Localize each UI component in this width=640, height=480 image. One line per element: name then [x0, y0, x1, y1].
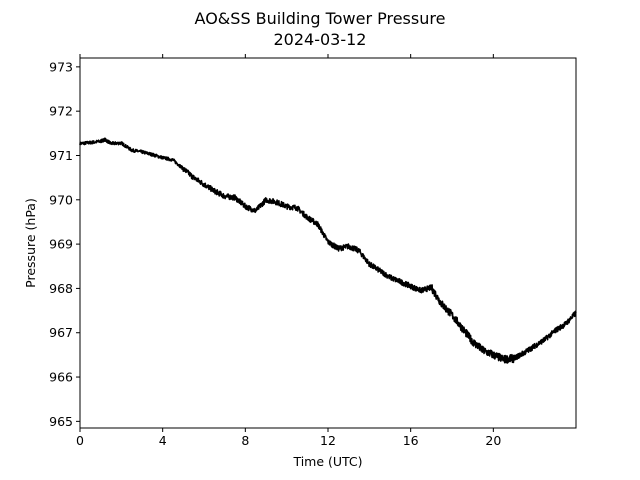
x-tick-label: 12 — [320, 433, 336, 448]
plot-frame — [79, 57, 577, 429]
y-tick-label: 965 — [49, 414, 73, 429]
x-tick-label: 20 — [485, 433, 501, 448]
y-tick-label: 972 — [49, 104, 73, 119]
chart-subtitle: 2024-03-12 — [274, 30, 367, 49]
y-tick-label: 968 — [49, 281, 73, 296]
y-tick-label: 973 — [49, 59, 73, 74]
x-axis-label: Time (UTC) — [292, 454, 362, 469]
x-tick-label: 4 — [159, 433, 167, 448]
y-axis-label: Pressure (hPa) — [23, 198, 38, 288]
x-tick-label: 8 — [241, 433, 249, 448]
axis-tick-labels: 0 4 8 12 16 20 965 966 967 968 969 970 971 972 973 — [49, 59, 501, 448]
pressure-series-line — [79, 137, 577, 364]
y-tick-label: 969 — [49, 237, 73, 252]
y-tick-label: 967 — [49, 325, 73, 340]
y-tick-label: 966 — [49, 370, 73, 385]
y-tick-label: 971 — [49, 148, 73, 163]
x-tick-label: 0 — [76, 433, 84, 448]
x-tick-label: 16 — [403, 433, 419, 448]
y-tick-label: 970 — [49, 192, 73, 207]
axis-ticks — [76, 54, 494, 432]
chart-title: AO&SS Building Tower Pressure — [195, 9, 446, 28]
